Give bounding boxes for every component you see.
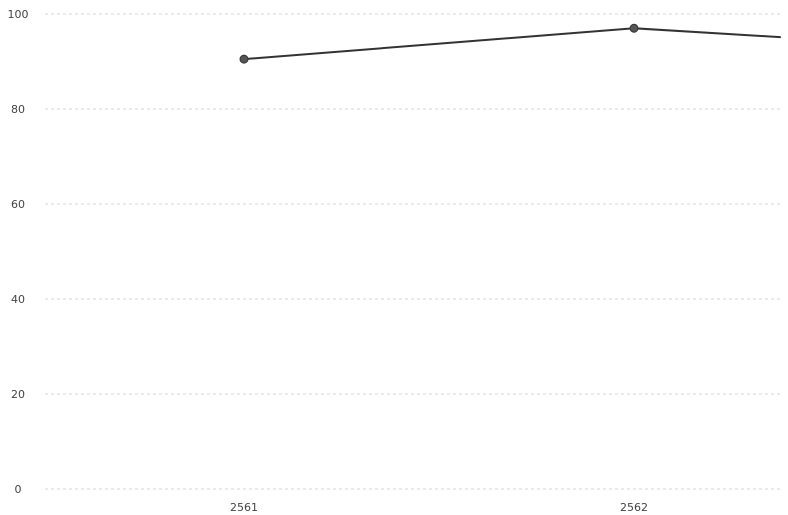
x-tick-label: 2561 xyxy=(230,501,258,514)
y-tick-label: 0 xyxy=(15,483,22,496)
series-line xyxy=(243,27,781,61)
data-point xyxy=(629,23,639,33)
y-tick-label: 60 xyxy=(11,198,25,211)
x-axis-tick-labels: 2561 2562 xyxy=(230,501,648,514)
y-tick-label: 100 xyxy=(8,8,29,21)
y-tick-label: 80 xyxy=(11,103,25,116)
x-tick-label: 2562 xyxy=(620,501,648,514)
data-point xyxy=(239,54,249,64)
y-tick-label: 40 xyxy=(11,293,25,306)
series-group xyxy=(239,23,781,64)
y-axis-tick-labels: 0 20 40 60 80 100 xyxy=(8,8,29,496)
y-tick-label: 20 xyxy=(11,388,25,401)
gridlines xyxy=(45,13,780,490)
